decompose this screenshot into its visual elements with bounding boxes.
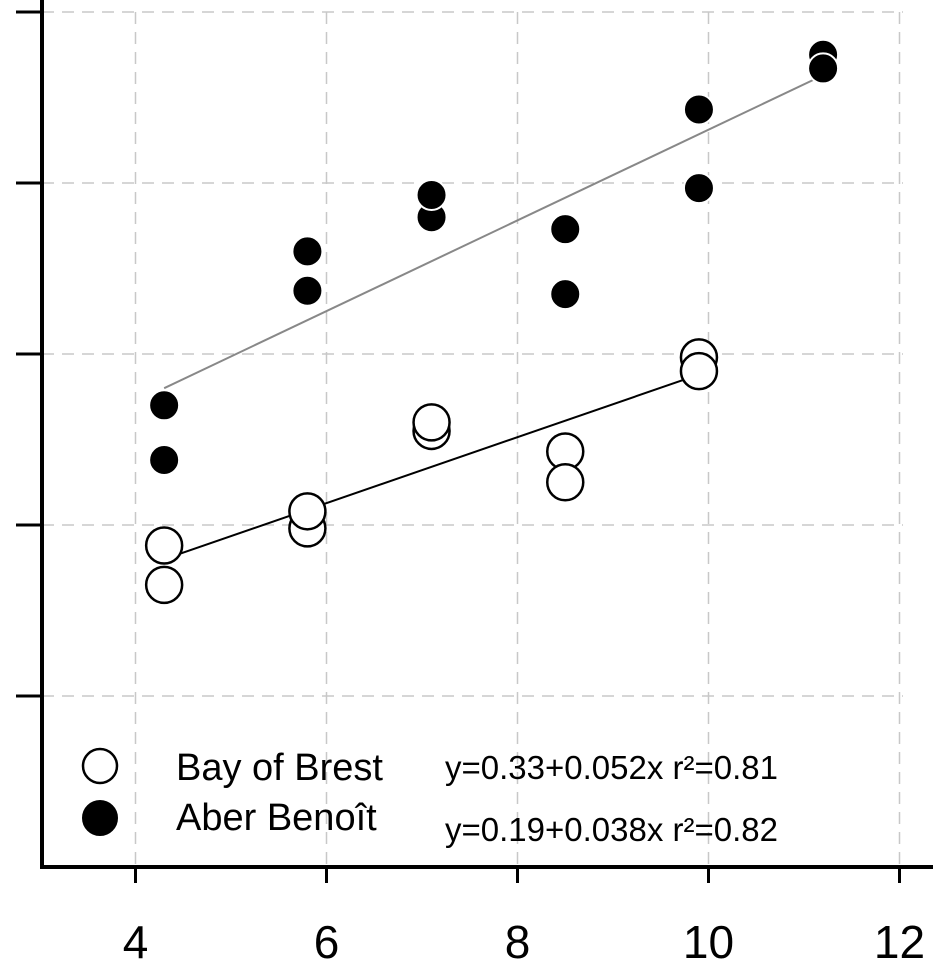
point-aber-beno-t-0 [148, 389, 181, 422]
point-bay-of-brest-1 [144, 565, 184, 605]
point-aber-beno-t-11 [807, 52, 840, 85]
x-tick-label-8: 8 [505, 916, 531, 966]
fit-lines [163, 74, 824, 561]
point-aber-beno-t-1 [148, 444, 181, 477]
x-tick-label-12: 12 [874, 916, 925, 966]
fit-line-bay-of-brest [163, 373, 700, 561]
point-bay-of-brest-9 [679, 351, 719, 391]
data-points [144, 38, 840, 605]
point-aber-beno-t-6 [549, 213, 582, 246]
point-bay-of-brest-7 [546, 463, 585, 502]
legend-label-aber-benoit: Aber Benoît [176, 797, 377, 839]
legend-equation-bay-of-brest: y=0.33+0.052x r²=0.81 [445, 749, 778, 786]
point-aber-beno-t-7 [549, 278, 582, 311]
fit-line-aber-beno-t [163, 74, 824, 390]
point-bay-of-brest-0 [144, 526, 184, 565]
legend-marker-bay-of-brest [81, 747, 119, 785]
grid-lines [42, 11, 903, 867]
point-aber-beno-t-3 [291, 274, 324, 307]
legend: Bay of Brest y=0.33+0.052x r²=0.81 Aber … [81, 747, 778, 848]
legend-marker-aber-benoit [82, 800, 118, 836]
legend-label-bay-of-brest: Bay of Brest [176, 747, 383, 789]
point-aber-beno-t-9 [682, 172, 715, 205]
x-tick-label-6: 6 [314, 916, 340, 966]
point-aber-beno-t-5 [415, 178, 448, 211]
x-tick-label-4: 4 [123, 916, 149, 966]
x-tick-label-10: 10 [683, 916, 734, 966]
axes [40, 0, 933, 869]
legend-equation-aber-benoit: y=0.19+0.038x r²=0.82 [445, 811, 778, 848]
point-aber-beno-t-2 [291, 235, 324, 268]
axis-ticks: 4 6 8 10 12 [16, 10, 925, 966]
point-bay-of-brest-3 [288, 492, 327, 531]
point-bay-of-brest-5 [412, 403, 451, 442]
point-aber-beno-t-8 [682, 93, 715, 126]
